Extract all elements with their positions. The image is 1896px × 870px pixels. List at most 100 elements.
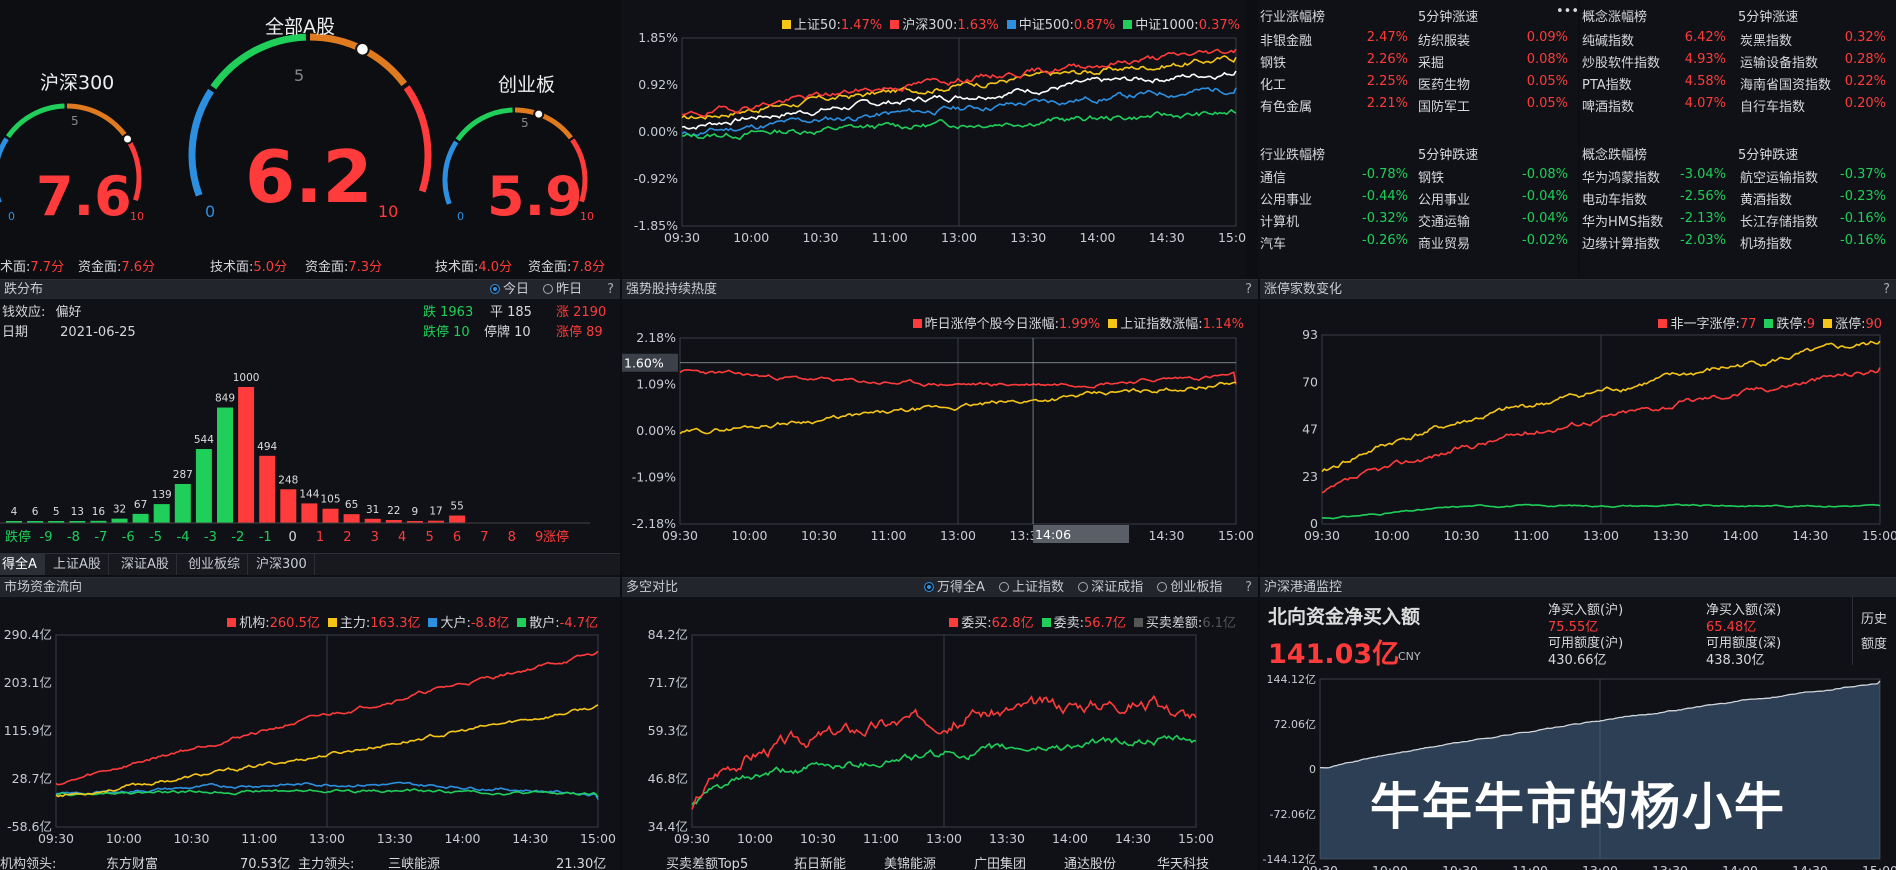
rank-cell[interactable]: 0.20%	[1844, 96, 1886, 111]
rank-cell[interactable]: 0.22%	[1844, 74, 1886, 89]
industry-down-title[interactable]: 行业跌幅榜	[1260, 148, 1326, 163]
rank-cell[interactable]: 0.09%	[1526, 30, 1568, 45]
rank-cell[interactable]: 电动车指数	[1582, 193, 1648, 208]
rank-cell[interactable]: 0.32%	[1844, 30, 1886, 45]
rank-cell[interactable]: 海南省国资指数	[1740, 78, 1832, 93]
strong-chart-canvas[interactable]: 2.18% 1.09% 0.00% -1.09% -2.18%09:30 10:00 10:…	[622, 279, 1258, 575]
rank-cell[interactable]: 4.07%	[1684, 96, 1726, 111]
rank-cell[interactable]: 炭黑指数	[1740, 34, 1793, 49]
rank-cell[interactable]: -0.44%	[1362, 189, 1408, 204]
rank-cell[interactable]: 医药生物	[1418, 78, 1471, 93]
rank-cell[interactable]: -0.78%	[1362, 167, 1408, 182]
radio-cyb-index[interactable]: 创业板指	[1170, 580, 1223, 595]
index-chart-canvas[interactable]: 1.85% 0.92% 0.00% -0.92% -1.85%09:30 10:00 10:…	[622, 0, 1246, 278]
rank-cell[interactable]: 2.47%	[1366, 30, 1408, 45]
radio-icon[interactable]	[1157, 582, 1168, 592]
rank-cell[interactable]: -3.04%	[1680, 167, 1726, 182]
rank-cell[interactable]: 航空运输指数	[1740, 171, 1819, 186]
radio-sh-index[interactable]: 上证指数	[1012, 580, 1065, 595]
tab-hs300[interactable]: 沪深300	[249, 554, 315, 575]
rank-cell[interactable]: 计算机	[1260, 215, 1300, 230]
concept-up-title[interactable]: 概念涨幅榜	[1582, 10, 1648, 25]
concept-down-title[interactable]: 概念跌幅榜	[1582, 148, 1648, 163]
rank-cell[interactable]: 钢铁	[1260, 56, 1287, 71]
footer-name[interactable]: 三峡能源	[388, 857, 441, 870]
quota-button[interactable]: 额度	[1861, 637, 1888, 652]
rank-cell[interactable]: -0.32%	[1362, 211, 1408, 226]
industry-up-fast-title[interactable]: 5分钟涨速	[1418, 10, 1479, 25]
industry-down-fast-title[interactable]: 5分钟跌速	[1418, 148, 1479, 163]
rank-cell[interactable]: 黄酒指数	[1740, 193, 1793, 208]
tab-sh-a[interactable]: 上证A股	[46, 554, 109, 575]
rank-cell[interactable]: 非银金融	[1260, 34, 1313, 49]
industry-up-title[interactable]: 行业涨幅榜	[1260, 10, 1326, 25]
rank-cell[interactable]: 公用事业	[1260, 193, 1313, 208]
rank-cell[interactable]: 商业贸易	[1418, 237, 1471, 252]
rank-cell[interactable]: 机场指数	[1740, 237, 1793, 252]
rank-cell[interactable]: 2.26%	[1366, 52, 1408, 67]
footer-stock[interactable]: 拓日新能	[794, 857, 847, 870]
rank-cell[interactable]: 长江存储指数	[1740, 215, 1819, 230]
concept-down-fast-title[interactable]: 5分钟跌速	[1738, 148, 1799, 163]
rank-cell[interactable]: -0.23%	[1840, 189, 1886, 204]
rank-cell[interactable]: 2.25%	[1366, 74, 1408, 89]
rank-cell[interactable]: 0.08%	[1526, 52, 1568, 67]
rank-cell[interactable]: -2.56%	[1680, 189, 1726, 204]
rank-cell[interactable]: -0.26%	[1362, 233, 1408, 248]
footer-stock[interactable]: 广田集团	[974, 857, 1027, 870]
radio-icon[interactable]	[999, 582, 1010, 592]
help-icon[interactable]: ?	[1245, 580, 1252, 595]
rank-cell[interactable]: 华为鸿蒙指数	[1582, 171, 1661, 186]
rank-cell[interactable]: 炒股软件指数	[1582, 56, 1661, 71]
radio-wind-all-a[interactable]: 万得全A	[937, 580, 985, 595]
tab-cyb-composite[interactable]: 创业板综	[181, 554, 249, 575]
rank-cell[interactable]: 化工	[1260, 78, 1287, 93]
help-icon[interactable]: ?	[1883, 282, 1890, 297]
rank-cell[interactable]: PTA指数	[1582, 78, 1632, 93]
footer-stock[interactable]: 华天科技	[1157, 857, 1210, 870]
help-icon[interactable]: ?	[607, 282, 614, 297]
rank-cell[interactable]: 有色金属	[1260, 100, 1313, 115]
radio-today-icon[interactable]	[490, 284, 500, 294]
radio-yesterday-label[interactable]: 昨日	[556, 282, 583, 297]
rank-cell[interactable]: -0.04%	[1522, 189, 1568, 204]
rank-cell[interactable]: 自行车指数	[1740, 100, 1806, 115]
radio-icon[interactable]	[924, 582, 934, 592]
rank-cell[interactable]: 纯碱指数	[1582, 34, 1635, 49]
rank-cell[interactable]: 采掘	[1418, 56, 1445, 71]
rank-cell[interactable]: 4.58%	[1684, 74, 1726, 89]
rank-cell[interactable]: 公用事业	[1418, 193, 1471, 208]
rank-cell[interactable]: -0.16%	[1840, 233, 1886, 248]
rank-cell[interactable]: 0.28%	[1844, 52, 1886, 67]
rank-cell[interactable]: -0.16%	[1840, 211, 1886, 226]
rank-cell[interactable]: -0.08%	[1522, 167, 1568, 182]
rank-cell[interactable]: 汽车	[1260, 237, 1287, 252]
hsgt-chart-canvas[interactable]: 144.12亿 72.06亿 0 -72.06亿 -144.12亿09:30 10:00 1…	[1260, 577, 1896, 870]
rank-cell[interactable]: -0.04%	[1522, 211, 1568, 226]
footer-stock[interactable]: 通达股份	[1064, 857, 1117, 870]
radio-yesterday-icon[interactable]	[543, 284, 554, 294]
rank-cell[interactable]: 2.21%	[1366, 96, 1408, 111]
rank-cell[interactable]: 运输设备指数	[1740, 56, 1819, 71]
radio-icon[interactable]	[1078, 582, 1089, 592]
rank-cell[interactable]: -0.02%	[1522, 233, 1568, 248]
rank-cell[interactable]: -2.13%	[1680, 211, 1726, 226]
rank-cell[interactable]: -0.37%	[1840, 167, 1886, 182]
limit-chart-canvas[interactable]: 93 70 47 23 009:30 10:00 10:30 11:00 13:00 13:30 1…	[1260, 279, 1896, 575]
rank-cell[interactable]: 交通运输	[1418, 215, 1471, 230]
rank-cell[interactable]: 钢铁	[1418, 171, 1445, 186]
footer-name[interactable]: 东方财富	[106, 857, 159, 870]
more-menu-button[interactable]: •••	[1556, 4, 1578, 19]
rank-cell[interactable]: 通信	[1260, 171, 1287, 186]
rank-cell[interactable]: 6.42%	[1684, 30, 1726, 45]
rank-cell[interactable]: -2.03%	[1680, 233, 1726, 248]
rank-cell[interactable]: 纺织服装	[1418, 34, 1471, 49]
tab-sz-a[interactable]: 深证A股	[114, 554, 177, 575]
radio-sz-index[interactable]: 深证成指	[1091, 580, 1144, 595]
rank-cell[interactable]: 国防军工	[1418, 100, 1471, 115]
history-button[interactable]: 历史	[1861, 612, 1888, 627]
tab-wind-all-a[interactable]: 得全A	[0, 554, 45, 575]
rank-cell[interactable]: 啤酒指数	[1582, 100, 1635, 115]
rank-cell[interactable]: 边缘计算指数	[1582, 237, 1661, 252]
